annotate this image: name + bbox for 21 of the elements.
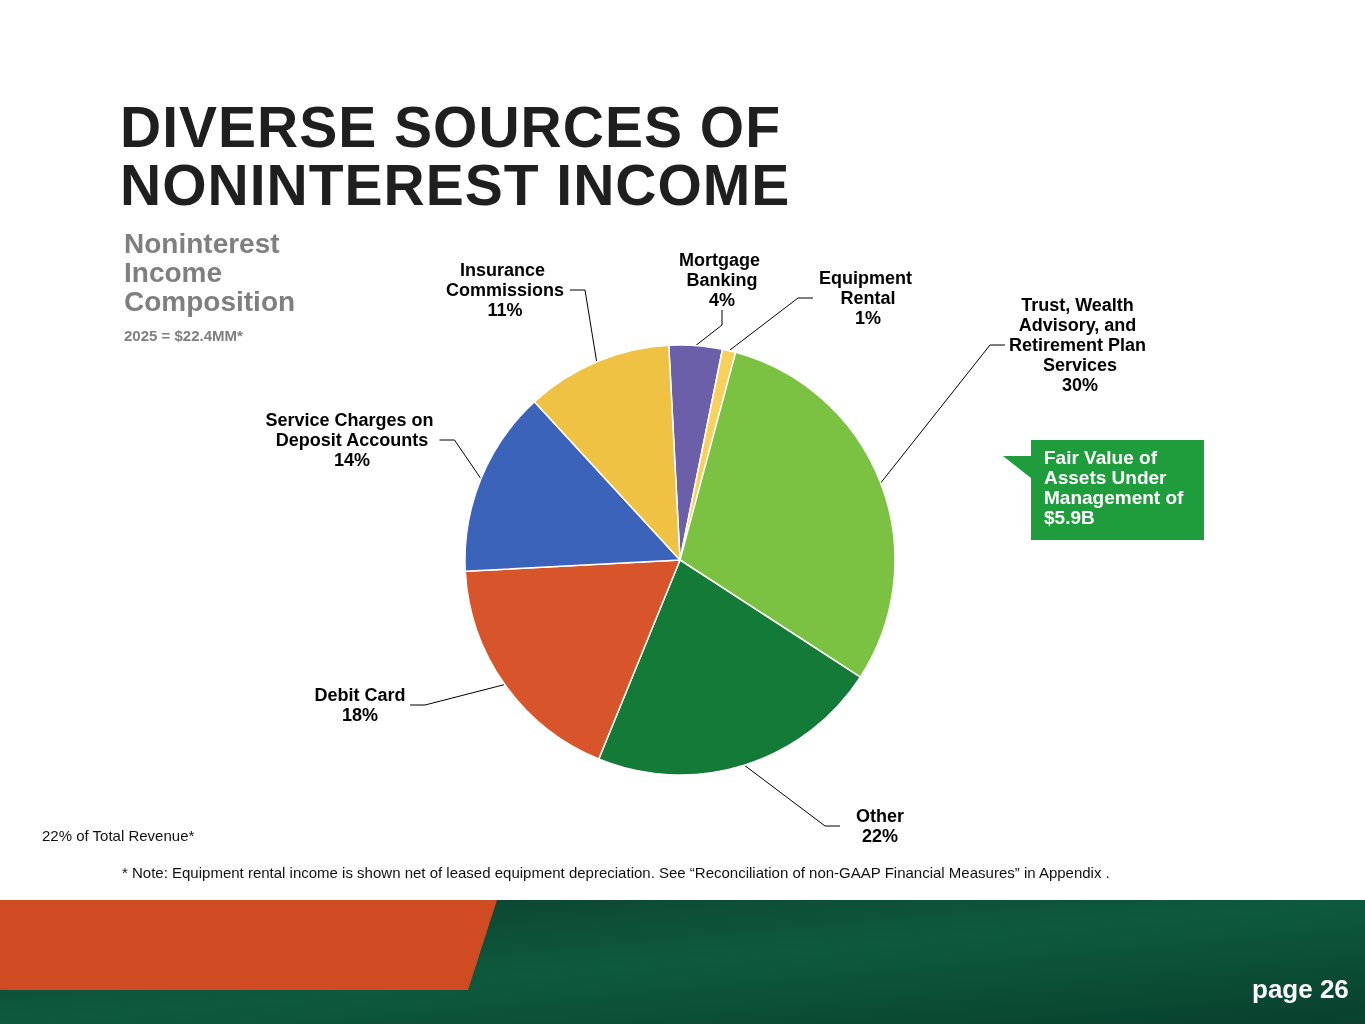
text: 22% of Total Revenue* (42, 827, 195, 844)
slice-label: Debit Card (314, 685, 406, 705)
slice-label: Trust, Wealth Advisory, and Retirement Plan Services (1008, 295, 1152, 375)
chart-title: DIVERSE SOURCES OF NONINTEREST INCOME (120, 95, 792, 217)
data-label: 14% (333, 450, 371, 470)
chart-subtitle: Noninterest Income Composition (124, 228, 297, 317)
text: * Note: Equipment rental income is shown net of leased equipment depreciation. See “Reconciliation of non-GAAP Financial Measures” in Appendix . (122, 864, 1110, 881)
data-label: 11% (487, 300, 523, 320)
data-label: 4% (708, 290, 736, 310)
slice-label: Insurance Commissions (445, 260, 565, 300)
data-label: 30% (1061, 375, 1099, 395)
data-label: 18% (341, 705, 379, 725)
text: Fair Value of Assets Under Management of $5.9B (1031, 440, 1204, 540)
slice-label: Other (855, 806, 905, 826)
slice-label: Service Charges on Deposit Accounts (265, 410, 439, 450)
text: 2025 = $22.4MM* (124, 327, 243, 344)
slice-label: Equipment Rental (819, 268, 917, 308)
data-label: 22% (861, 826, 899, 846)
slice-label: Mortgage Banking (678, 250, 766, 290)
data-label: 1% (854, 308, 882, 328)
text: page 26 (1252, 974, 1349, 1005)
